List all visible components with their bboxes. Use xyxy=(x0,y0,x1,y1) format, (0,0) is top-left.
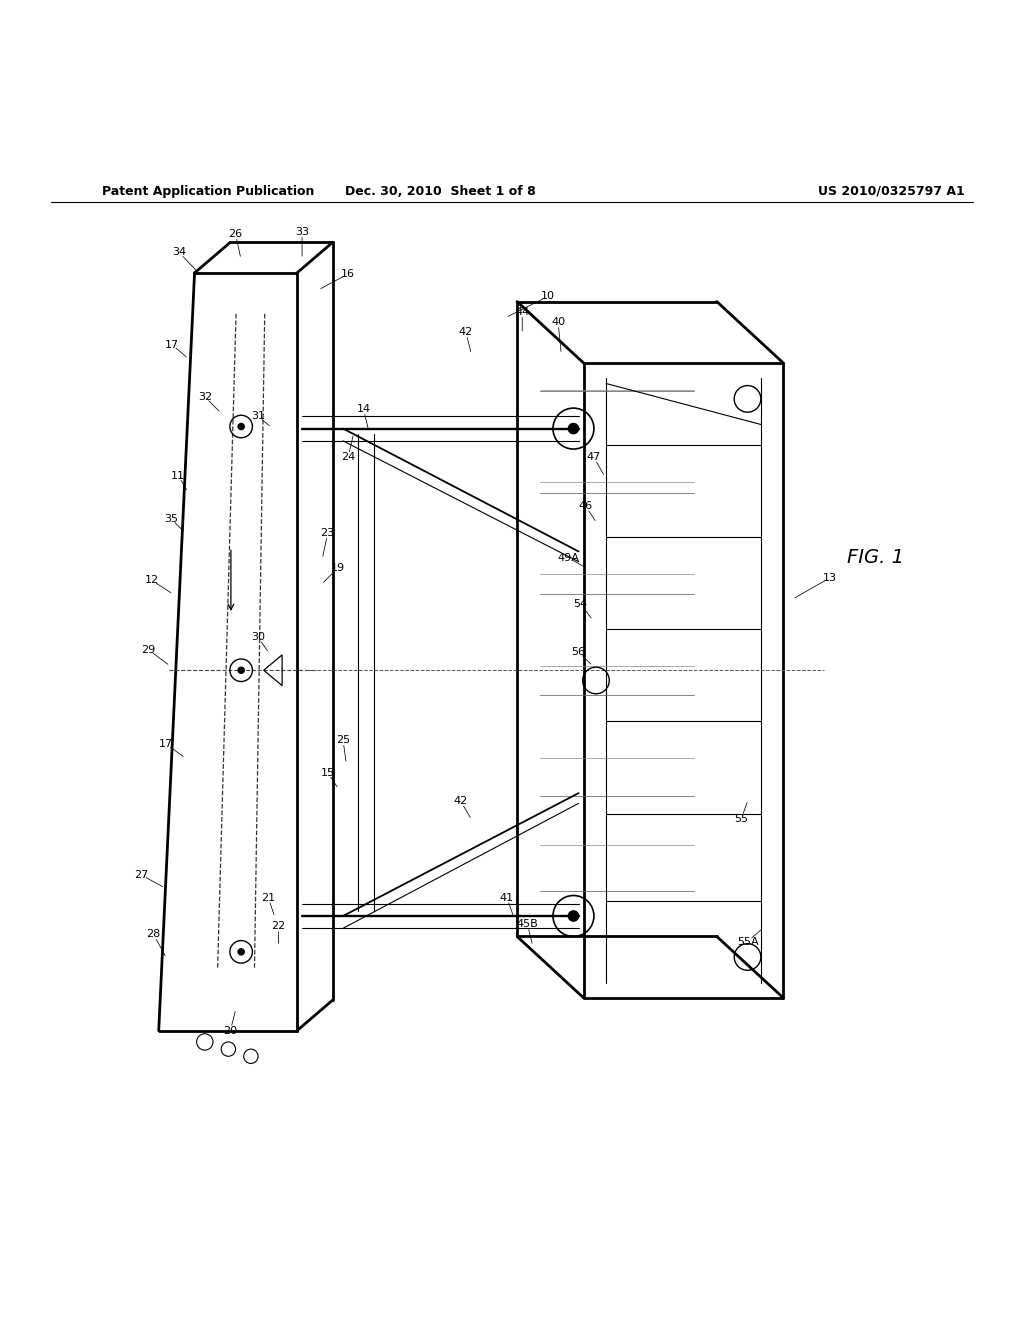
Text: 26: 26 xyxy=(228,228,243,239)
Text: 49A: 49A xyxy=(557,553,580,562)
Circle shape xyxy=(238,949,245,954)
Text: 25: 25 xyxy=(336,735,350,744)
Text: 12: 12 xyxy=(144,576,159,585)
Text: 15: 15 xyxy=(321,768,335,777)
Text: 32: 32 xyxy=(198,392,212,401)
Text: 34: 34 xyxy=(172,247,186,257)
Text: 54: 54 xyxy=(573,599,588,609)
Text: 10: 10 xyxy=(541,292,555,301)
Text: 33: 33 xyxy=(295,227,309,238)
Circle shape xyxy=(568,424,579,434)
Text: 24: 24 xyxy=(341,453,355,462)
Text: 35: 35 xyxy=(164,513,178,524)
Text: 46: 46 xyxy=(579,502,593,511)
Text: 27: 27 xyxy=(134,870,148,880)
Text: 11: 11 xyxy=(171,471,185,480)
Text: 41: 41 xyxy=(500,892,514,903)
Text: 31: 31 xyxy=(251,412,265,421)
Text: 42: 42 xyxy=(459,327,473,338)
Text: Patent Application Publication: Patent Application Publication xyxy=(102,185,314,198)
Text: 22: 22 xyxy=(271,921,286,931)
Text: 42: 42 xyxy=(454,796,468,807)
Text: 55: 55 xyxy=(734,813,749,824)
Text: Dec. 30, 2010  Sheet 1 of 8: Dec. 30, 2010 Sheet 1 of 8 xyxy=(345,185,536,198)
Text: 19: 19 xyxy=(331,562,345,573)
Text: 17: 17 xyxy=(159,739,173,748)
Text: 44: 44 xyxy=(515,306,529,317)
Text: 30: 30 xyxy=(251,632,265,643)
Text: 28: 28 xyxy=(146,929,161,940)
Circle shape xyxy=(238,667,245,673)
Text: 23: 23 xyxy=(321,528,335,539)
Text: 16: 16 xyxy=(341,269,355,279)
Text: 20: 20 xyxy=(223,1026,238,1036)
Text: 56: 56 xyxy=(571,647,586,657)
Circle shape xyxy=(568,911,579,921)
Text: 21: 21 xyxy=(261,892,275,903)
Circle shape xyxy=(238,424,245,429)
Text: FIG. 1: FIG. 1 xyxy=(847,548,904,568)
Text: 47: 47 xyxy=(587,453,601,462)
Text: 55A: 55A xyxy=(736,937,759,946)
Text: 14: 14 xyxy=(356,404,371,414)
Text: 17: 17 xyxy=(165,339,179,350)
Text: 40: 40 xyxy=(551,317,565,327)
Text: US 2010/0325797 A1: US 2010/0325797 A1 xyxy=(817,185,965,198)
Text: 13: 13 xyxy=(822,573,837,583)
Text: 45B: 45B xyxy=(516,919,539,929)
Text: 29: 29 xyxy=(141,644,156,655)
